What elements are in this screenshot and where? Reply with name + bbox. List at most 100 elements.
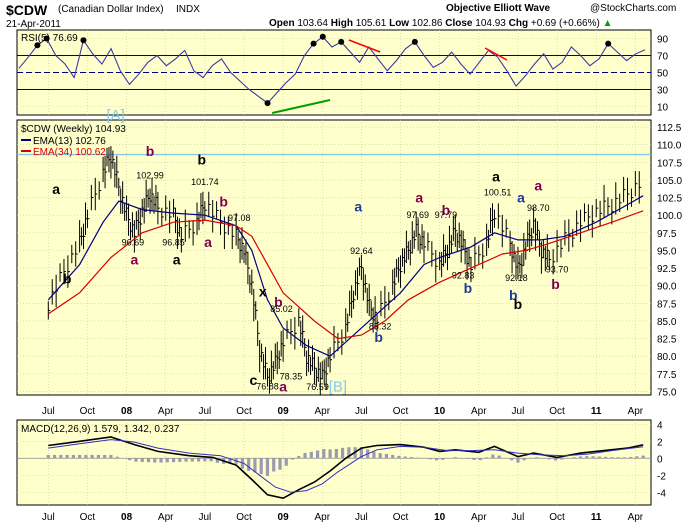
x-tick-label: Apr — [628, 406, 644, 417]
wave-label: b — [551, 276, 560, 292]
macd-histogram-bar — [134, 458, 138, 462]
macd-histogram-bar — [115, 456, 119, 459]
wave-label: b — [374, 329, 383, 345]
macd-panel-frame — [16, 419, 652, 506]
macd-histogram-bar — [578, 456, 583, 459]
macd-histogram-bar — [96, 454, 101, 459]
macd-histogram-bar — [278, 458, 282, 470]
close-value: 104.93 — [475, 18, 506, 29]
macd-histogram-bar — [259, 458, 263, 475]
x-tick-label: 11 — [591, 406, 602, 417]
rsi-overbought-mark — [43, 35, 50, 42]
wave-label: b — [509, 287, 518, 303]
macd-histogram-bar — [128, 458, 132, 461]
macd-histogram-bar — [334, 448, 338, 459]
price-y-tick-label: 87.5 — [657, 299, 677, 310]
macd-histogram-bar — [228, 458, 232, 464]
macd-title: MACD(12,26,9) 1.579, 1.342, 0.237 — [21, 424, 180, 435]
macd-histogram-bar — [159, 458, 163, 463]
x-tick-label: Apr — [314, 512, 330, 523]
macd-histogram-bar — [303, 452, 307, 459]
high-value: 105.61 — [355, 18, 387, 29]
macd-histogram-bar — [290, 458, 295, 460]
wave-label: a — [131, 252, 139, 268]
x-tick-label: Apr — [314, 406, 330, 417]
macd-histogram-bar — [284, 458, 288, 466]
macd-histogram-bar — [434, 458, 439, 461]
macd-y-tick-label: -2 — [657, 471, 666, 482]
x-tick-label: Apr — [471, 406, 487, 417]
x-tick-label: Oct — [236, 512, 252, 523]
macd-histogram-bar — [472, 458, 476, 460]
price-y-tick-label: 102.5 — [657, 194, 682, 205]
macd-histogram-bar — [453, 457, 457, 459]
rsi-overbought-mark — [319, 33, 326, 40]
x-tick-label: Oct — [549, 406, 565, 417]
price-label: 102.99 — [136, 171, 164, 181]
macd-histogram-bar — [466, 458, 470, 459]
site-label: @StockCharts.com — [590, 3, 677, 14]
x-tick-label: Jul — [42, 406, 55, 417]
macd-histogram-bar — [416, 457, 420, 459]
macd-histogram-bar — [46, 454, 50, 459]
macd-histogram-bar — [372, 451, 376, 459]
macd-histogram-bar — [328, 449, 332, 459]
x-tick-label: 08 — [121, 406, 133, 417]
macd-histogram-bar — [428, 458, 432, 460]
macd-histogram-bar — [547, 458, 551, 460]
macd-histogram-bar — [247, 458, 251, 471]
macd-histogram-bar — [297, 456, 301, 459]
macd-histogram-bar — [485, 457, 489, 459]
price-label: 76.59 — [306, 382, 329, 392]
rsi-overbought-mark — [80, 37, 87, 44]
price-y-tick-label: 82.5 — [657, 335, 677, 346]
macd-histogram-bar — [441, 458, 445, 460]
price-label: 78.35 — [280, 371, 303, 381]
wave-label: b — [146, 143, 155, 159]
macd-y-tick-label: 4 — [657, 420, 663, 431]
macd-histogram-bar — [209, 458, 213, 462]
x-tick-label: 10 — [434, 512, 446, 523]
macd-histogram-bar — [309, 451, 313, 459]
high-label: High — [330, 18, 353, 29]
price-label: 76.88 — [256, 381, 279, 391]
price-y-tick-label: 100.0 — [657, 211, 682, 222]
price-y-tick-label: 95.0 — [657, 246, 677, 257]
symbol-label: $CDW — [6, 2, 48, 18]
macd-histogram-bar — [65, 454, 69, 459]
price-label: 101.74 — [191, 177, 219, 187]
x-tick-label: Apr — [158, 406, 174, 417]
macd-histogram-bar — [341, 447, 345, 459]
macd-histogram-bar — [535, 457, 539, 459]
x-tick-label: 10 — [434, 406, 446, 417]
macd-line — [48, 436, 644, 500]
macd-histogram-bar — [378, 453, 382, 459]
x-tick-label: Oct — [80, 406, 96, 417]
x-tick-label: Jul — [512, 512, 525, 523]
price-label: 96.69 — [122, 238, 145, 248]
x-tick-label: 09 — [278, 512, 290, 523]
chg-label: Chg — [508, 18, 529, 29]
macd-histogram-bar — [347, 447, 351, 459]
macd-histogram-bar — [572, 457, 576, 459]
macd-histogram-bar — [190, 458, 194, 462]
wave-label: a — [354, 199, 362, 215]
close-label: Close — [445, 18, 473, 29]
x-tick-label: Jul — [198, 512, 211, 523]
macd-histogram-bar — [497, 455, 501, 459]
rsi-overbought-mark — [338, 38, 345, 45]
price-y-tick-label: 85.0 — [657, 317, 677, 328]
price-y-tick-label: 90.0 — [657, 282, 677, 293]
price-y-tick-label: 112.5 — [657, 123, 682, 134]
macd-histogram-bar — [153, 458, 157, 463]
macd-histogram-bar — [71, 454, 75, 459]
wave-label: x — [259, 283, 267, 299]
macd-histogram-bar — [78, 454, 82, 459]
wave-label: [A] — [106, 107, 124, 124]
wave-label: c — [249, 372, 257, 388]
price-y-tick-label: 97.5 — [657, 229, 677, 240]
macd-histogram-bar — [84, 454, 88, 459]
rsi-y-tick-label: 50 — [657, 69, 669, 80]
x-tick-label: Jul — [512, 406, 525, 417]
x-tick-label: 09 — [278, 406, 290, 417]
